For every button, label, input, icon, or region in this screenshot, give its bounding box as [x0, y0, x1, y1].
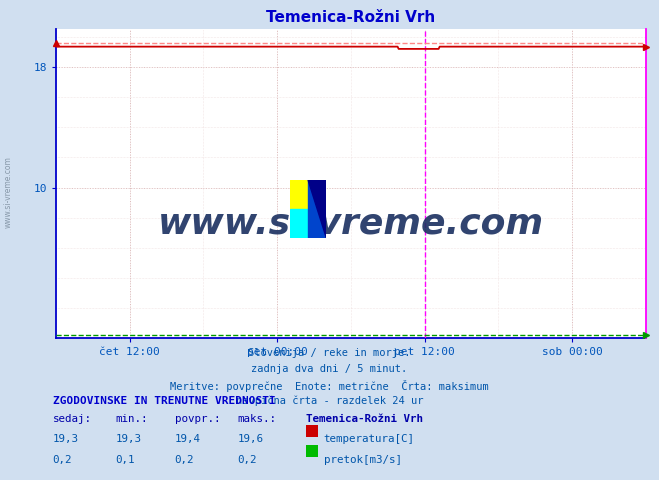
Text: 0,2: 0,2: [175, 455, 194, 465]
Text: 0,1: 0,1: [115, 455, 135, 465]
Text: 19,4: 19,4: [175, 434, 200, 444]
Text: maks.:: maks.:: [237, 414, 276, 424]
Text: zadnja dva dni / 5 minut.: zadnja dva dni / 5 minut.: [251, 364, 408, 374]
Bar: [308, 180, 326, 238]
Text: 0,2: 0,2: [53, 455, 72, 465]
Text: ZGODOVINSKE IN TRENUTNE VREDNOSTI: ZGODOVINSKE IN TRENUTNE VREDNOSTI: [53, 396, 275, 406]
Title: Temenica-Rožni Vrh: Temenica-Rožni Vrh: [266, 10, 436, 25]
Text: temperatura[C]: temperatura[C]: [324, 434, 415, 444]
Text: www.si-vreme.com: www.si-vreme.com: [158, 207, 544, 241]
Text: Meritve: povprečne  Enote: metrične  Črta: maksimum: Meritve: povprečne Enote: metrične Črta:…: [170, 380, 489, 392]
Text: Temenica-Rožni Vrh: Temenica-Rožni Vrh: [306, 414, 424, 424]
Text: pretok[m3/s]: pretok[m3/s]: [324, 455, 401, 465]
Text: povpr.:: povpr.:: [175, 414, 220, 424]
Bar: [290, 209, 308, 238]
Text: Slovenija / reke in morje.: Slovenija / reke in morje.: [248, 348, 411, 358]
Text: navpična črta - razdelek 24 ur: navpična črta - razdelek 24 ur: [236, 396, 423, 406]
Text: www.si-vreme.com: www.si-vreme.com: [4, 156, 13, 228]
Bar: [290, 180, 308, 209]
Text: sedaj:: sedaj:: [53, 414, 92, 424]
Polygon shape: [308, 180, 326, 238]
Text: 19,6: 19,6: [237, 434, 263, 444]
Text: 19,3: 19,3: [53, 434, 78, 444]
Text: 0,2: 0,2: [237, 455, 257, 465]
Text: min.:: min.:: [115, 414, 148, 424]
Text: 19,3: 19,3: [115, 434, 141, 444]
